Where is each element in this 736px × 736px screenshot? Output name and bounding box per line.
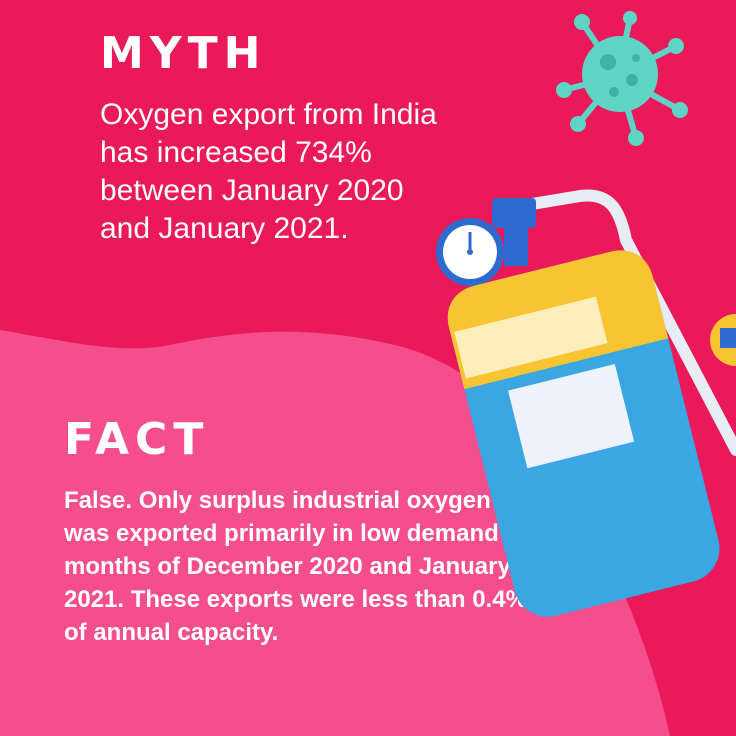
pressure-gauge-icon <box>436 218 504 286</box>
myth-title: MYTH <box>100 28 267 79</box>
oxygen-cylinder-icon <box>436 189 736 617</box>
myth-text: Oxygen export from India has increased 7… <box>100 98 437 245</box>
fact-text: False. Only surplus industrial oxygen wa… <box>64 487 527 646</box>
fact-title: FACT <box>64 414 210 465</box>
virus-icon <box>556 11 688 146</box>
